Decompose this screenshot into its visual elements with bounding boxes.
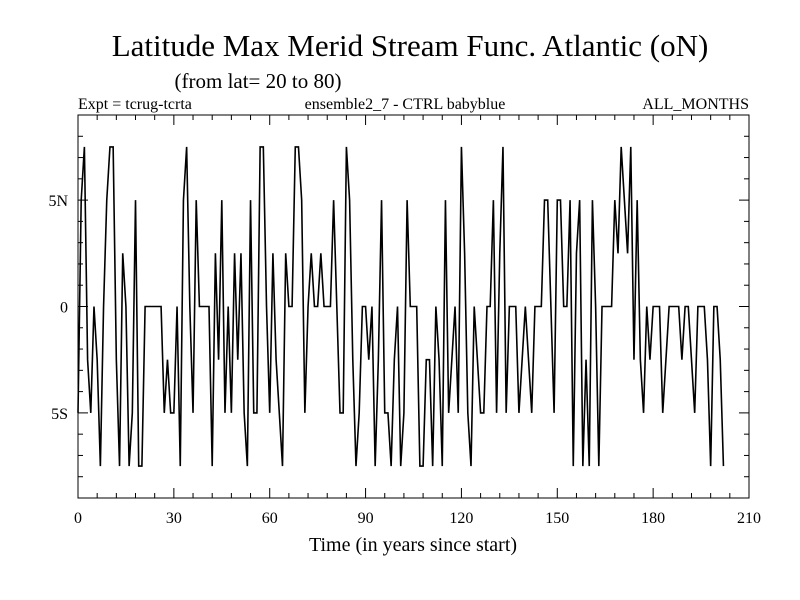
x-tick-label: 30 — [166, 510, 182, 527]
x-tick-label: 60 — [262, 510, 278, 527]
x-tick-label: 210 — [737, 510, 761, 527]
x-tick-label: 120 — [449, 510, 473, 527]
series-line-ensemble — [77, 146, 725, 467]
header-months: ALL_MONTHS — [642, 96, 749, 113]
x-tick-label: 150 — [545, 510, 569, 527]
chart-subtitle: (from lat= 20 to 80) — [175, 69, 342, 93]
chart-title: Latitude Max Merid Stream Func. Atlantic… — [112, 28, 709, 63]
header-ensemble: ensemble2_7 - CTRL babyblue — [305, 96, 506, 113]
x-axis-label: Time (in years since start) — [309, 534, 517, 556]
x-tick-label: 180 — [641, 510, 665, 527]
y-tick-labels: 5S 0 5N — [48, 193, 68, 423]
y-tick-label: 5N — [48, 193, 68, 210]
y-tick-label: 5S — [51, 406, 68, 423]
x-tick-label: 90 — [358, 510, 374, 527]
y-tick-label: 0 — [60, 300, 68, 317]
x-tick-label: 0 — [74, 510, 82, 527]
x-tick-labels: 0 30 60 90 120 150 180 210 — [74, 510, 761, 527]
header-experiment: Expt = tcrug-tcrta — [78, 96, 192, 113]
